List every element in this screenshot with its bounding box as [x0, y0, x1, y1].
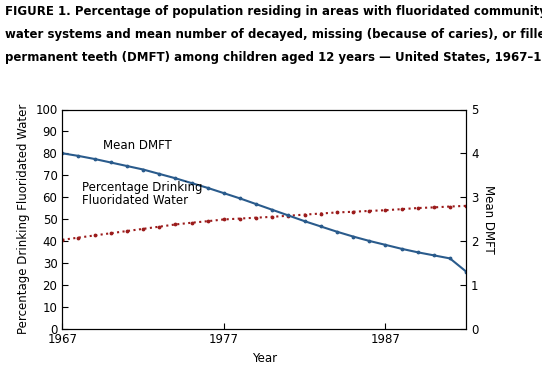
Text: permanent teeth (DMFT) among children aged 12 years — United States, 1967–1992: permanent teeth (DMFT) among children ag…	[5, 51, 542, 64]
Text: water systems and mean number of decayed, missing (because of caries), or filled: water systems and mean number of decayed…	[5, 28, 542, 41]
X-axis label: Year: Year	[251, 352, 277, 365]
Y-axis label: Percentage Drinking Fluoridated Water: Percentage Drinking Fluoridated Water	[17, 104, 30, 334]
Y-axis label: Mean DMFT: Mean DMFT	[482, 185, 495, 253]
Text: Fluoridated Water: Fluoridated Water	[82, 194, 188, 207]
Text: FIGURE 1. Percentage of population residing in areas with fluoridated community: FIGURE 1. Percentage of population resid…	[5, 5, 542, 19]
Text: Percentage Drinking: Percentage Drinking	[82, 181, 202, 193]
Text: Mean DMFT: Mean DMFT	[102, 139, 171, 152]
